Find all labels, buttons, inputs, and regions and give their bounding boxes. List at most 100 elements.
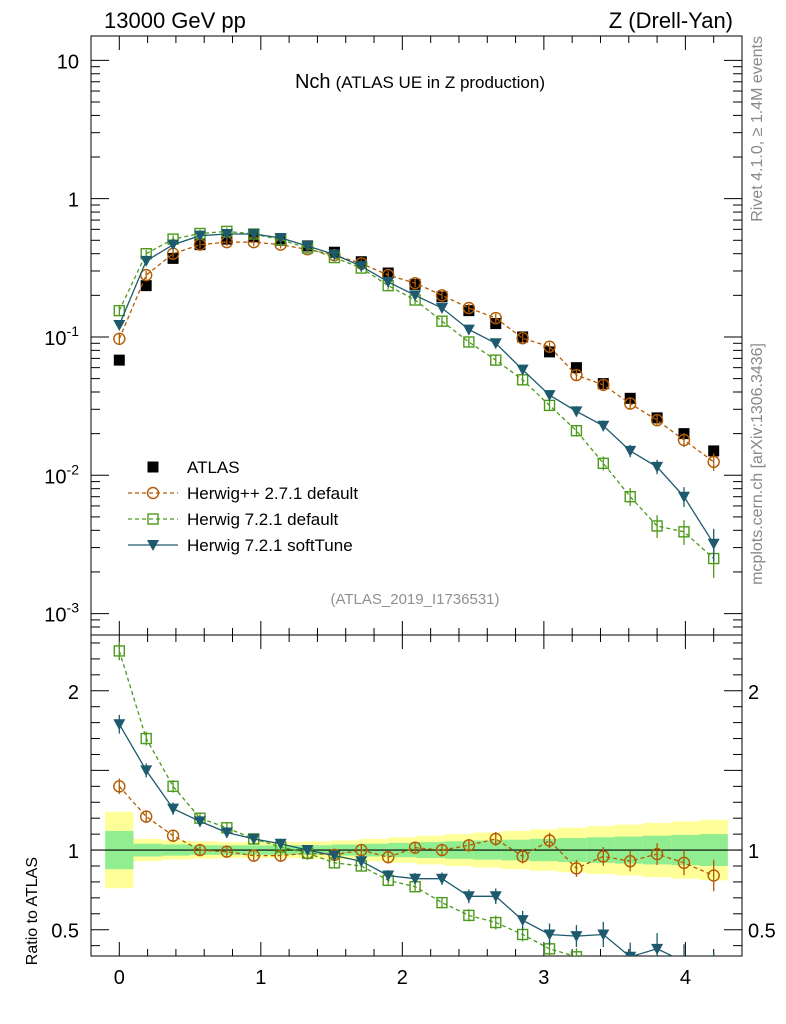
legend-marker bbox=[147, 513, 159, 525]
data-point bbox=[598, 965, 608, 975]
series-line bbox=[118, 241, 715, 463]
data-point bbox=[543, 390, 556, 402]
data-point bbox=[328, 850, 341, 862]
series-herwigpp-ratio bbox=[113, 778, 720, 892]
legend-label: Herwig 7.2.1 softTune bbox=[187, 536, 353, 555]
legend-marker bbox=[146, 486, 160, 500]
ratio-ylabel: Ratio to ATLAS bbox=[24, 857, 41, 965]
data-point bbox=[597, 929, 610, 941]
data-point bbox=[167, 803, 180, 815]
legend-entry-herwig_default: Herwig 7.2.1 default bbox=[128, 510, 338, 529]
data-point bbox=[247, 833, 260, 845]
data-point bbox=[462, 324, 475, 336]
y-tick-base: 10 bbox=[44, 605, 66, 627]
data-point bbox=[409, 290, 422, 302]
mcplots-label: mcplots.cern.ch [arXiv:1306.3436] bbox=[749, 343, 766, 585]
main-data-layer bbox=[113, 225, 720, 579]
data-point bbox=[570, 425, 583, 437]
data-point bbox=[301, 240, 314, 252]
data-point bbox=[597, 420, 610, 432]
y-tick-base: 10 bbox=[57, 51, 79, 73]
data-point bbox=[570, 368, 583, 382]
x-tick-label: 4 bbox=[680, 967, 691, 989]
ratio-data-layer bbox=[113, 641, 720, 989]
series-herwig_soft-ratio bbox=[113, 714, 715, 956]
main-y-tick-label: 10-3 bbox=[44, 600, 79, 627]
data-point bbox=[570, 951, 583, 956]
main-y-tick-label: 10-1 bbox=[44, 323, 79, 350]
x-tick-label: 2 bbox=[397, 967, 408, 989]
data-point bbox=[166, 829, 180, 842]
data-point bbox=[597, 457, 610, 470]
data-point bbox=[489, 338, 502, 350]
data-point bbox=[543, 929, 556, 941]
data-point bbox=[597, 850, 610, 863]
data-point bbox=[463, 336, 475, 348]
ratio-y-tick-label-right: 2 bbox=[748, 682, 759, 704]
data-point bbox=[382, 276, 395, 288]
data-point bbox=[140, 255, 153, 267]
analysis-id-label: (ATLAS_2019_I1736531) bbox=[330, 591, 499, 608]
data-point bbox=[408, 276, 422, 290]
data-point bbox=[623, 855, 637, 868]
legend-label: Herwig++ 2.7.1 default bbox=[187, 484, 358, 503]
data-point bbox=[436, 315, 448, 327]
x-tick-label: 3 bbox=[538, 967, 549, 989]
data-point bbox=[113, 780, 126, 793]
legend-entry-herwigpp: Herwig++ 2.7.1 default bbox=[128, 484, 358, 503]
data-point bbox=[570, 362, 582, 374]
y-tick-base: 1 bbox=[68, 190, 79, 212]
data-point bbox=[623, 397, 637, 410]
data-point bbox=[490, 916, 502, 929]
ratio-y-tick-label-right: 1 bbox=[748, 841, 759, 863]
data-point bbox=[193, 230, 206, 242]
main-y-tick-label: 1 bbox=[68, 190, 79, 212]
data-point bbox=[570, 406, 583, 418]
ratio-y-tick-labels: 0.5 0.5 1 1 2 2 bbox=[51, 682, 776, 943]
data-point bbox=[463, 909, 475, 922]
data-point bbox=[707, 538, 720, 550]
legend-label: Herwig 7.2.1 default bbox=[187, 510, 338, 529]
data-point bbox=[167, 780, 179, 793]
data-point bbox=[624, 490, 636, 503]
x-tick-label: 1 bbox=[255, 967, 266, 989]
ratio-plot-frame bbox=[90, 634, 743, 957]
data-point bbox=[570, 862, 583, 875]
data-point bbox=[355, 843, 368, 857]
data-point bbox=[193, 816, 206, 828]
ratio-y-tick-label: 2 bbox=[68, 682, 79, 704]
data-point bbox=[650, 414, 664, 427]
header-left: 13000 GeV pp bbox=[104, 8, 246, 33]
legend-marker bbox=[147, 461, 159, 473]
data-point bbox=[490, 354, 502, 366]
data-point bbox=[220, 845, 234, 858]
data-point bbox=[462, 301, 476, 315]
data-point bbox=[382, 870, 395, 882]
y-tick-exponent: -1 bbox=[67, 323, 80, 339]
data-point bbox=[113, 332, 126, 345]
ratio-axis-ticks bbox=[90, 635, 743, 956]
data-point bbox=[247, 849, 260, 862]
data-point bbox=[677, 856, 691, 870]
data-point bbox=[650, 847, 664, 861]
data-point bbox=[625, 974, 635, 984]
data-point bbox=[707, 455, 720, 469]
data-point bbox=[355, 261, 368, 273]
data-point bbox=[678, 526, 690, 538]
data-point bbox=[651, 520, 663, 532]
y-tick-exponent: -3 bbox=[67, 600, 80, 616]
data-point bbox=[652, 979, 662, 989]
data-point bbox=[328, 249, 341, 261]
data-point bbox=[516, 331, 529, 345]
data-point bbox=[167, 239, 180, 251]
data-point bbox=[381, 851, 395, 864]
data-point bbox=[462, 839, 476, 852]
data-point bbox=[435, 302, 448, 314]
data-point bbox=[167, 252, 179, 264]
data-point bbox=[193, 843, 207, 857]
data-point bbox=[113, 719, 126, 731]
legend-entry-atlas: ATLAS bbox=[147, 458, 240, 477]
data-point bbox=[597, 378, 610, 392]
main-y-tick-label: 10 bbox=[57, 51, 79, 73]
rivet-version-label: Rivet 4.1.0, ≥ 1.4M events bbox=[749, 36, 766, 222]
